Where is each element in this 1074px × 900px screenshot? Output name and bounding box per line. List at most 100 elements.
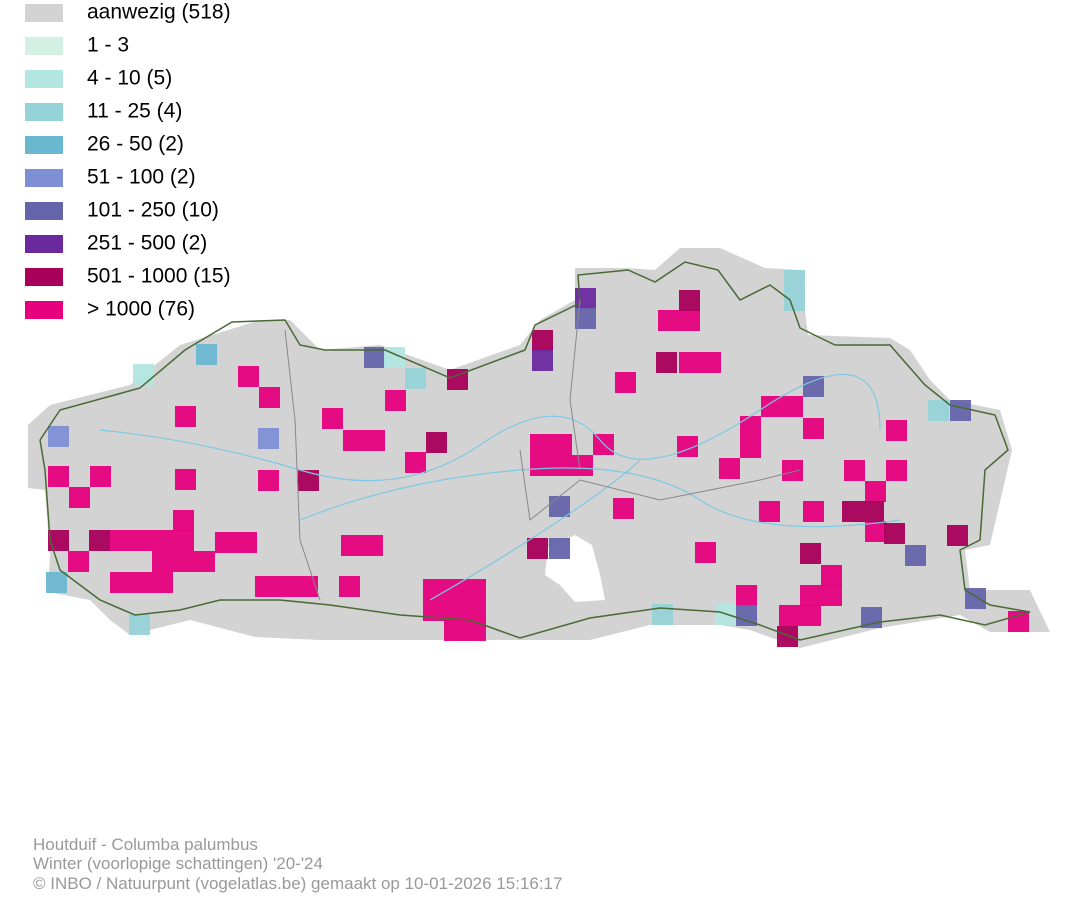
grid-cell xyxy=(423,600,444,621)
legend-label: 11 - 25 (4) xyxy=(87,100,182,123)
grid-cell xyxy=(784,270,805,291)
grid-cell xyxy=(110,530,131,551)
legend-label: 4 - 10 (5) xyxy=(87,67,172,90)
grid-cell xyxy=(68,551,89,572)
grid-cell xyxy=(152,572,173,593)
grid-cell xyxy=(173,551,194,572)
legend-label: 51 - 100 (2) xyxy=(87,166,196,189)
grid-cell xyxy=(46,572,67,593)
grid-cell xyxy=(719,458,740,479)
grid-cell xyxy=(575,308,596,329)
grid-cell xyxy=(530,455,551,476)
grid-cell xyxy=(532,330,553,351)
grid-cell xyxy=(276,576,297,597)
legend-swatch xyxy=(25,301,63,319)
legend-swatch xyxy=(25,169,63,187)
grid-cell xyxy=(297,576,318,597)
grid-cell xyxy=(90,466,111,487)
grid-cell xyxy=(89,530,110,551)
grid-cell xyxy=(905,545,926,566)
border-line xyxy=(39,261,1031,641)
footer-species: Houtduif - Columba palumbus xyxy=(33,835,258,854)
grid-cell xyxy=(48,426,69,447)
grid-cell xyxy=(652,604,673,625)
rivers xyxy=(99,373,901,601)
grid-cell xyxy=(343,430,364,451)
grid-cell xyxy=(530,434,551,455)
legend-swatch xyxy=(25,4,63,22)
footer-credit: © INBO / Natuurpunt (vogelatlas.be) gema… xyxy=(33,874,562,893)
grid-cell xyxy=(736,605,757,626)
legend-label: 501 - 1000 (15) xyxy=(87,265,231,288)
grid-cell xyxy=(800,585,821,606)
grid-cell xyxy=(298,470,319,491)
grid-cell xyxy=(695,542,716,563)
grid-cell xyxy=(173,530,194,551)
grid-cell xyxy=(423,579,444,600)
grid-cell xyxy=(551,455,572,476)
legend-swatch xyxy=(25,202,63,220)
grid-cell xyxy=(152,530,173,551)
grid-cell xyxy=(736,585,757,606)
grid-cell xyxy=(740,416,761,437)
footer-period: Winter (voorlopige schattingen) '20-'24 xyxy=(33,854,323,873)
grid-cell xyxy=(884,523,905,544)
grid-cell xyxy=(821,565,842,586)
grid-cell xyxy=(782,460,803,481)
grid-cell xyxy=(549,538,570,559)
grid-cell xyxy=(322,408,343,429)
grid-cell xyxy=(259,387,280,408)
legend: aanwezig (518) 1 - 3 4 - 10 (5) 11 - 25 (4)… xyxy=(25,1,231,321)
grid-cell xyxy=(173,510,194,531)
grid-cell xyxy=(842,501,863,522)
grid-cell xyxy=(48,466,69,487)
legend-label: 1 - 3 xyxy=(87,34,129,57)
grid-cell xyxy=(863,501,884,522)
grid-cell xyxy=(341,535,362,556)
grid-cell xyxy=(656,352,677,373)
grid-cell xyxy=(258,470,279,491)
grid-cell xyxy=(129,614,150,635)
grid-cell xyxy=(1008,611,1029,632)
grid-cell xyxy=(865,481,886,502)
grid-cell xyxy=(444,620,465,641)
legend-swatch xyxy=(25,268,63,286)
grid-cell xyxy=(679,290,700,311)
grid-cell xyxy=(575,288,596,309)
grid-cell xyxy=(615,372,636,393)
grid-cell xyxy=(131,572,152,593)
grid-cell xyxy=(405,452,426,473)
grid-cell xyxy=(364,430,385,451)
grid-cell xyxy=(740,437,761,458)
grid-cells xyxy=(46,270,1029,647)
grid-cell xyxy=(800,543,821,564)
grid-cell xyxy=(364,347,385,368)
grid-cell xyxy=(759,501,780,522)
grid-cell xyxy=(175,406,196,427)
grid-cell xyxy=(950,400,971,421)
grid-cell xyxy=(131,530,152,551)
grid-cell xyxy=(572,455,593,476)
grid-cell xyxy=(426,432,447,453)
grid-cell xyxy=(782,396,803,417)
grid-cell xyxy=(679,310,700,331)
grid-cell xyxy=(928,400,949,421)
grid-cell xyxy=(613,498,634,519)
grid-cell xyxy=(549,496,570,517)
grid-cell xyxy=(110,572,131,593)
grid-cell xyxy=(844,460,865,481)
grid-cell xyxy=(255,576,276,597)
grid-cell xyxy=(465,600,486,621)
grid-cell xyxy=(865,521,886,542)
grid-cell xyxy=(362,535,383,556)
legend-label: > 1000 (76) xyxy=(87,298,195,321)
grid-cell xyxy=(947,525,968,546)
grid-cell xyxy=(69,487,90,508)
grid-cell xyxy=(679,352,700,373)
legend-label: 26 - 50 (2) xyxy=(87,133,184,156)
grid-cell xyxy=(152,551,173,572)
province-lines xyxy=(284,299,801,601)
legend-label: aanwezig (518) xyxy=(87,1,231,24)
grid-cell xyxy=(886,420,907,441)
